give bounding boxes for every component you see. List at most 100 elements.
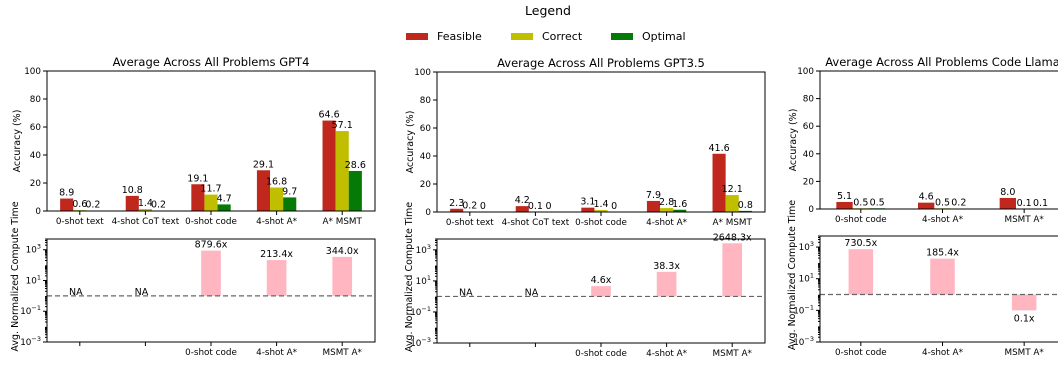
accuracy-data-label: 0.1 (528, 201, 543, 212)
compute-bar (591, 286, 611, 296)
accuracy-data-label: 0 (480, 201, 486, 212)
accuracy-data-label: 0.2 (151, 200, 166, 211)
accuracy-bar-optimal (218, 204, 231, 211)
accuracy-x-tick-label: 0-shot code (835, 215, 887, 225)
accuracy-y-tick-label: 80 (30, 95, 42, 105)
compute-y-tick-label: 10−3 (20, 335, 41, 348)
accuracy-y-axis-label: Accuracy (%) (788, 109, 799, 172)
accuracy-y-tick-label: 60 (803, 122, 815, 132)
compute-x-tick-label: MSMT A* (713, 349, 753, 359)
legend-label-feasible: Feasible (437, 30, 482, 43)
accuracy-y-tick-label: 0 (35, 207, 41, 217)
compute-x-tick-label: 4-shot A* (922, 348, 964, 358)
accuracy-data-label: 0 (545, 201, 551, 212)
compute-bar (267, 260, 287, 296)
accuracy-y-axis-label: Accuracy (%) (405, 111, 416, 174)
accuracy-y-tick-label: 80 (420, 96, 432, 106)
legend-label-optimal: Optimal (642, 30, 686, 43)
compute-bar (657, 272, 677, 297)
accuracy-data-label: 0.2 (951, 198, 966, 209)
compute-y-axis-label: Avg. Normalized Compute Time (787, 200, 798, 350)
compute-data-label: 2648.3x (713, 232, 752, 243)
accuracy-bar-feasible (918, 203, 934, 209)
accuracy-y-tick-label: 100 (24, 67, 41, 77)
accuracy-data-label: 0.1 (1017, 198, 1032, 209)
accuracy-bar-optimal (349, 171, 362, 211)
accuracy-x-tick-label: 4-shot A* (646, 218, 688, 228)
accuracy-data-label: 0.5 (853, 197, 868, 208)
accuracy-x-tick-label: 4-shot CoT text (112, 217, 180, 227)
compute-bar (930, 259, 955, 295)
legend-title: Legend (525, 3, 571, 18)
accuracy-data-label: 1.4 (593, 199, 608, 210)
accuracy-data-label: 10.8 (122, 185, 143, 196)
accuracy-y-tick-label: 40 (803, 150, 815, 160)
accuracy-data-label: 0.5 (935, 197, 950, 208)
compute-x-tick-label: 0-shot code (835, 348, 887, 358)
accuracy-data-label: 8.0 (1000, 187, 1015, 198)
compute-x-tick-label: 4-shot A* (646, 349, 688, 359)
accuracy-data-label: 0.1 (1033, 198, 1048, 209)
accuracy-x-tick-label: 0-shot code (575, 218, 627, 228)
compute-data-label: 185.4x (926, 248, 959, 259)
accuracy-y-tick-label: 0 (808, 205, 814, 215)
compute-y-axis-label: Avg. Normalized Compute Time (10, 201, 21, 351)
accuracy-bar-feasible (323, 121, 336, 211)
accuracy-y-tick-label: 60 (420, 124, 432, 134)
accuracy-data-label: 29.1 (253, 159, 274, 170)
compute-y-tick-label: 103 (26, 243, 41, 256)
accuracy-y-tick-label: 0 (425, 208, 431, 218)
accuracy-y-tick-label: 100 (414, 68, 431, 78)
accuracy-y-tick-label: 20 (30, 179, 42, 189)
accuracy-data-label: 5.1 (837, 191, 852, 202)
compute-y-tick-label: 101 (416, 274, 431, 287)
compute-x-tick-label: MSMT A* (1004, 348, 1044, 358)
compute-data-label: 213.4x (260, 249, 293, 260)
accuracy-bar-feasible (836, 202, 852, 209)
accuracy-y-tick-label: 40 (30, 151, 42, 161)
accuracy-y-tick-label: 20 (803, 177, 815, 187)
compute-bar (849, 249, 874, 294)
compute-bar (201, 251, 221, 296)
accuracy-data-label: 12.1 (722, 184, 743, 195)
compute-bar (332, 257, 352, 296)
accuracy-data-label: 4.6 (919, 192, 934, 203)
accuracy-data-label: 64.6 (319, 110, 340, 121)
accuracy-bar-feasible (713, 154, 726, 212)
compute-bar (722, 243, 742, 296)
chart-panel-1: Average Across All Problems GPT4Accuracy… (10, 55, 375, 358)
accuracy-y-axis-label: Accuracy (%) (12, 110, 23, 173)
chart-title: Average Across All Problems Code Llama (825, 55, 1058, 69)
accuracy-data-label: 19.1 (187, 173, 208, 184)
legend-label-correct: Correct (542, 30, 583, 43)
compute-y-axis-label: Avg. Normalized Compute Time (404, 202, 415, 352)
accuracy-data-label: 0.2 (85, 200, 100, 211)
accuracy-data-label: 41.6 (709, 143, 730, 154)
compute-data-label: 38.3x (653, 261, 680, 272)
accuracy-data-label: 1.6 (672, 199, 687, 210)
accuracy-x-tick-label: 4-shot A* (256, 217, 298, 227)
compute-y-tick-label: 101 (799, 272, 814, 285)
compute-bar (1012, 295, 1037, 311)
accuracy-x-tick-label: 4-shot A* (922, 215, 964, 225)
compute-x-tick-label: 4-shot A* (256, 348, 298, 358)
accuracy-y-tick-label: 40 (420, 152, 432, 162)
accuracy-x-tick-label: 0-shot text (446, 218, 494, 228)
accuracy-data-label: 0.8 (738, 200, 753, 211)
compute-x-tick-label: MSMT A* (323, 348, 363, 358)
accuracy-bar-optimal (283, 197, 296, 211)
accuracy-data-label: 28.6 (345, 160, 366, 171)
accuracy-y-tick-label: 100 (797, 67, 814, 77)
compute-x-tick-label: 0-shot code (575, 349, 627, 359)
accuracy-data-label: 0.5 (870, 197, 885, 208)
accuracy-x-tick-label: 0-shot text (56, 217, 104, 227)
accuracy-x-tick-label: MSMT A* (1004, 215, 1044, 225)
accuracy-x-tick-label: A* MSMT (713, 218, 753, 228)
legend-swatch-correct (511, 33, 533, 40)
accuracy-bar-feasible (1000, 198, 1016, 209)
compute-y-tick-label: 101 (26, 273, 41, 286)
